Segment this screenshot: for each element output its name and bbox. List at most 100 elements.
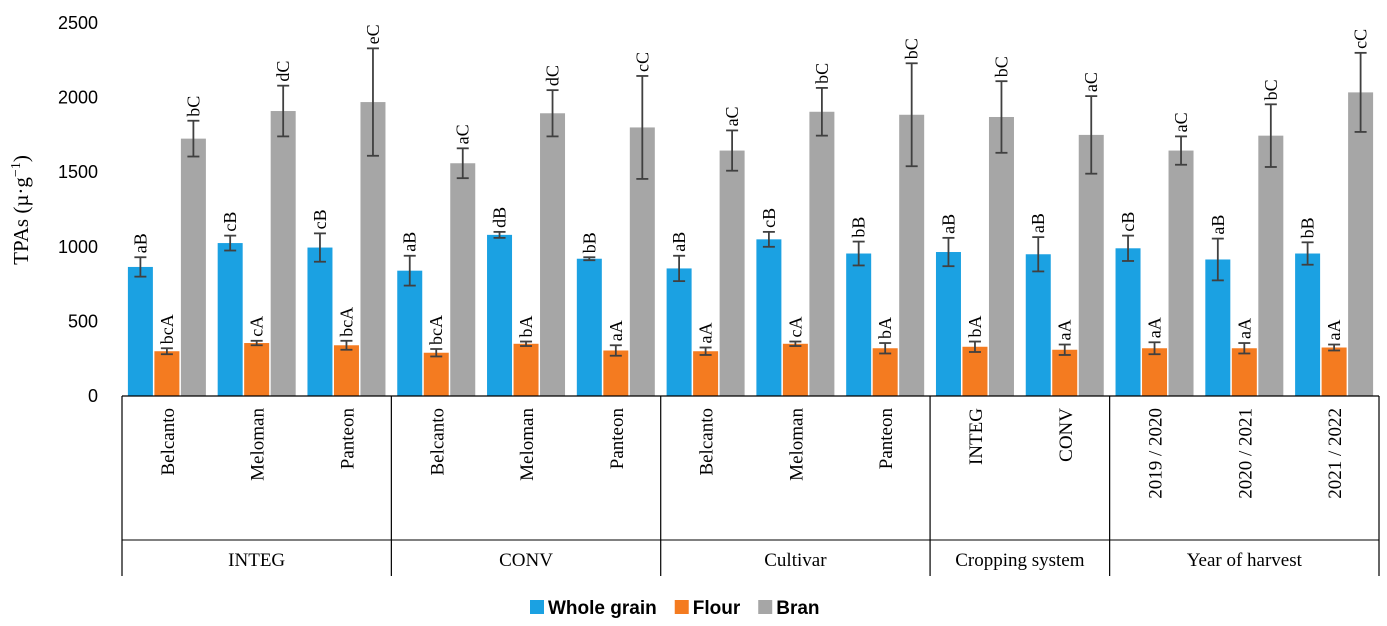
error-bar	[583, 256, 596, 262]
bar-flour	[513, 343, 539, 396]
error-bar	[852, 240, 865, 267]
x-category-label: Meloman	[248, 408, 269, 481]
bar-whole-grain	[217, 243, 243, 396]
bar-bran	[450, 163, 476, 396]
x-category-label: CONV	[1056, 408, 1077, 462]
data-label: cB	[310, 209, 330, 229]
data-label: bcA	[426, 315, 446, 345]
legend-label: Bran	[776, 598, 819, 619]
data-label: bcA	[336, 307, 356, 337]
data-label: bC	[812, 63, 832, 84]
data-label: aB	[1208, 215, 1228, 235]
error-bar	[1122, 234, 1135, 262]
error-bar	[1238, 342, 1251, 355]
error-bar	[1085, 95, 1098, 175]
data-label: aB	[669, 232, 689, 252]
legend-swatch	[674, 600, 689, 614]
data-label: aB	[130, 233, 150, 253]
bars-layer: aB cB cB aB dB bB aB cB bB aB aB cB aB bB bcA cA bcA bcA b…	[127, 24, 1374, 397]
data-label: bA	[965, 316, 985, 338]
data-label: bB	[849, 217, 869, 238]
bar-flour	[962, 346, 988, 396]
bar-bran	[270, 111, 296, 396]
error-bar	[366, 47, 379, 157]
data-label: cB	[220, 212, 240, 232]
data-label: aC	[1171, 112, 1191, 132]
error-bar	[726, 129, 739, 172]
data-label: cA	[247, 316, 267, 337]
data-label: cB	[759, 208, 779, 228]
x-group-label: Year of harvest	[1187, 550, 1303, 571]
x-category-label: Panteon	[876, 408, 897, 470]
x-group-label: Cultivar	[764, 550, 827, 571]
x-category-label: Panteon	[607, 408, 628, 470]
data-label: dB	[490, 207, 510, 228]
data-label: bC	[1261, 79, 1281, 100]
bar-whole-grain	[307, 247, 333, 396]
bar-bran	[809, 111, 835, 397]
legend: Whole grain Flour Bran	[530, 598, 820, 619]
x-category-label: Belcanto	[697, 408, 718, 476]
error-bar	[879, 342, 892, 355]
bar-flour	[782, 343, 808, 396]
error-bar	[905, 62, 918, 168]
bar-flour	[603, 350, 629, 396]
x-group-label: Cropping system	[955, 550, 1085, 571]
error-bar	[968, 340, 981, 353]
error-bar	[403, 254, 416, 287]
y-axis: 0 500 1000 1500 2000 2500	[58, 13, 98, 406]
data-label: aA	[1324, 320, 1344, 341]
legend-swatch	[530, 600, 544, 614]
x-group-label: INTEG	[228, 550, 285, 571]
error-bar	[1058, 343, 1071, 356]
data-label: aB	[1028, 213, 1048, 233]
error-bar	[520, 340, 533, 347]
x-category-label: INTEG	[966, 408, 987, 465]
data-label: dC	[273, 61, 293, 82]
error-bar	[762, 230, 775, 248]
data-label: eC	[363, 24, 383, 44]
error-bar	[1301, 241, 1314, 266]
data-label: bC	[991, 56, 1011, 77]
error-bar	[1148, 341, 1161, 356]
x-category-label: 2020 / 2021	[1235, 408, 1256, 499]
data-label: dC	[543, 65, 563, 86]
data-label: aA	[606, 320, 626, 341]
legend-label: Flour	[693, 598, 741, 619]
bar-bran	[1168, 150, 1194, 396]
data-label: bC	[183, 96, 203, 117]
error-bar	[815, 87, 828, 137]
error-bar	[1175, 135, 1188, 166]
bar-flour	[1321, 347, 1347, 396]
bar-flour	[423, 352, 449, 396]
y-axis-title: TPAs (µ·g−1)	[9, 155, 33, 265]
y-axis-title-text: TPAs (µ·g	[9, 177, 33, 265]
bar-whole-grain	[397, 270, 423, 396]
bar-bran	[1258, 135, 1284, 396]
error-bar	[430, 348, 443, 358]
bar-whole-grain	[756, 239, 782, 396]
legend-item: Whole grain	[530, 598, 657, 619]
x-category-label: Meloman	[517, 408, 538, 481]
error-bar	[1211, 237, 1224, 282]
error-bar	[789, 340, 802, 347]
bar-flour	[154, 351, 180, 396]
x-group-label: CONV	[499, 550, 553, 571]
error-bar	[1354, 51, 1367, 133]
bar-bran	[1348, 92, 1374, 397]
legend-label: Whole grain	[548, 598, 657, 619]
x-category-label: 2019 / 2020	[1146, 408, 1167, 499]
x-category-label: Belcanto	[158, 408, 179, 476]
error-bar	[995, 80, 1008, 154]
bar-bran	[540, 113, 566, 397]
data-label: cC	[632, 52, 652, 72]
x-category-label: Belcanto	[427, 408, 448, 476]
data-label: aB	[938, 214, 958, 234]
data-label: aA	[696, 323, 716, 344]
bar-whole-grain	[1295, 253, 1321, 396]
bar-whole-grain	[1025, 254, 1051, 396]
bar-flour	[693, 351, 719, 396]
error-bar	[250, 339, 263, 347]
error-bar	[546, 89, 559, 138]
